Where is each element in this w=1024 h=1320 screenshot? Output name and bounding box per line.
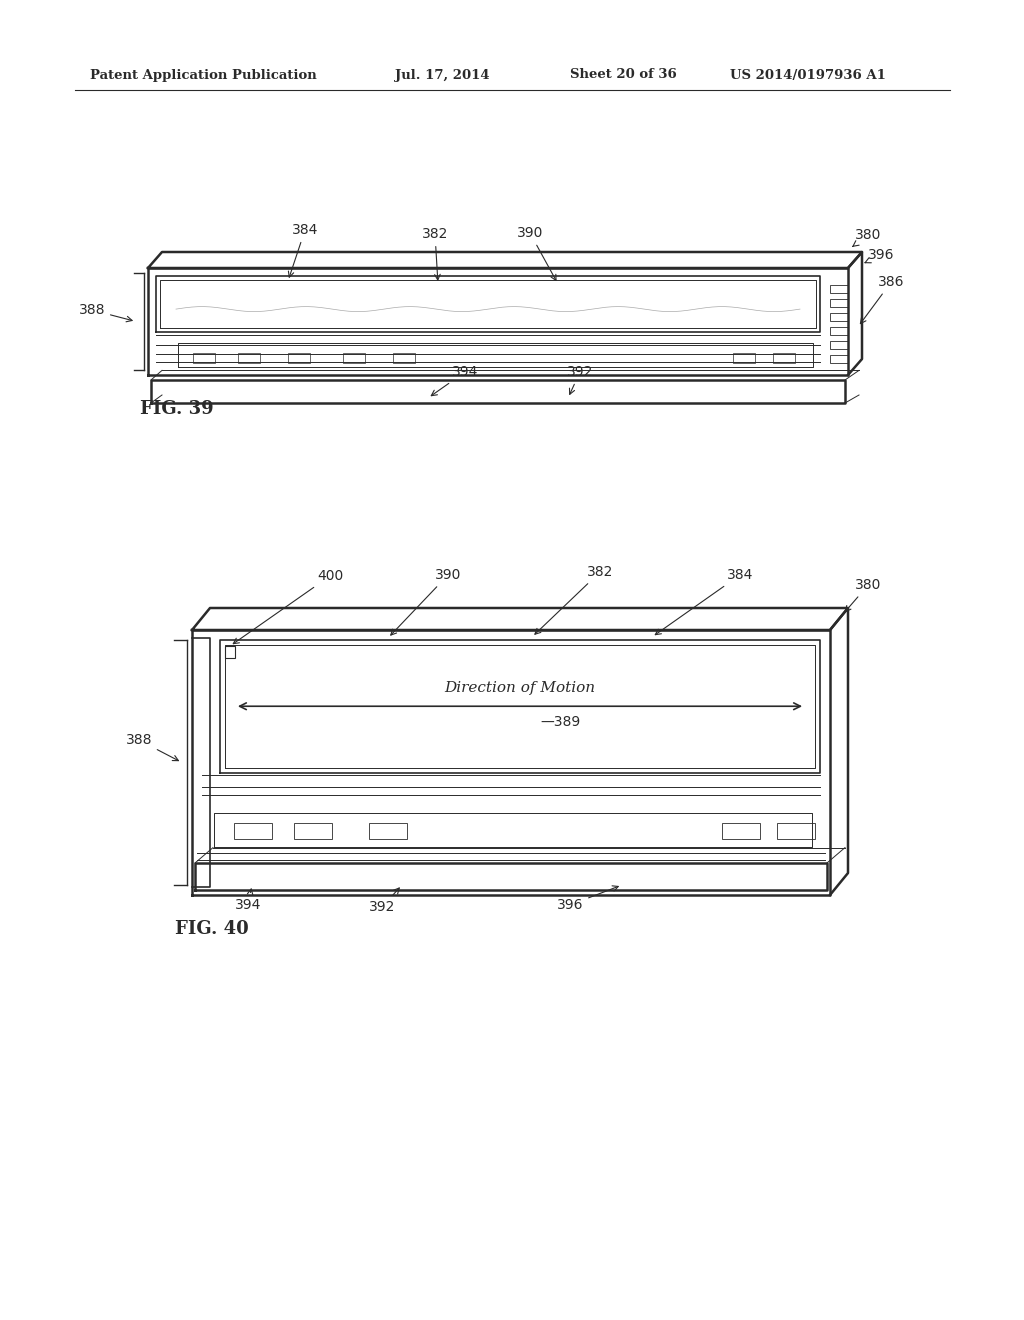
- Text: Jul. 17, 2014: Jul. 17, 2014: [395, 69, 489, 82]
- Text: 388: 388: [79, 304, 132, 322]
- Bar: [393, 352, 415, 363]
- Text: 390: 390: [391, 568, 461, 635]
- Bar: [830, 300, 848, 308]
- Text: 400: 400: [233, 569, 343, 644]
- Bar: [733, 352, 755, 363]
- Text: FIG. 39: FIG. 39: [140, 400, 214, 418]
- Bar: [830, 285, 848, 293]
- Bar: [234, 822, 272, 840]
- Bar: [193, 352, 215, 363]
- Text: Sheet 20 of 36: Sheet 20 of 36: [570, 69, 677, 82]
- Text: 388: 388: [126, 733, 178, 760]
- Text: 394: 394: [234, 888, 261, 912]
- Bar: [830, 327, 848, 335]
- Bar: [238, 352, 260, 363]
- Text: 396: 396: [557, 886, 618, 912]
- Bar: [773, 352, 795, 363]
- Bar: [830, 313, 848, 321]
- Text: 392: 392: [567, 366, 593, 395]
- Bar: [830, 341, 848, 348]
- Text: 380: 380: [853, 228, 882, 247]
- Text: 392: 392: [369, 888, 399, 913]
- Bar: [830, 355, 848, 363]
- Text: 382: 382: [535, 565, 613, 634]
- Text: 390: 390: [517, 226, 556, 280]
- Text: 384: 384: [655, 568, 754, 635]
- Bar: [294, 822, 332, 840]
- Bar: [288, 352, 310, 363]
- Text: US 2014/0197936 A1: US 2014/0197936 A1: [730, 69, 886, 82]
- Bar: [777, 822, 815, 840]
- Text: 394: 394: [431, 366, 478, 396]
- Text: FIG. 40: FIG. 40: [175, 920, 249, 939]
- Text: 386: 386: [860, 275, 904, 323]
- Text: 380: 380: [845, 578, 882, 611]
- Text: 396: 396: [865, 248, 895, 263]
- Bar: [343, 352, 365, 363]
- Bar: [369, 822, 407, 840]
- Text: —389: —389: [540, 715, 581, 729]
- Text: Direction of Motion: Direction of Motion: [444, 681, 596, 696]
- Text: 384: 384: [289, 223, 318, 277]
- Bar: [722, 822, 760, 840]
- Text: Patent Application Publication: Patent Application Publication: [90, 69, 316, 82]
- Bar: [225, 645, 234, 657]
- Text: 382: 382: [422, 227, 449, 280]
